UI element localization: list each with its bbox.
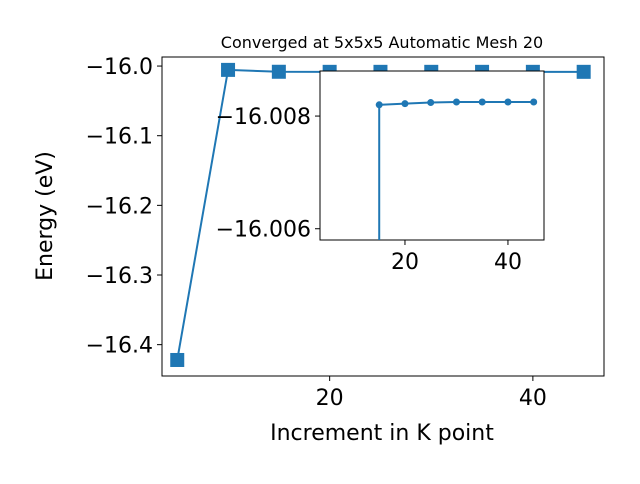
inset-data-point <box>504 98 512 106</box>
main-data-point <box>271 64 286 79</box>
inset-x-tick-label: 20 <box>391 250 419 275</box>
inset-data <box>378 100 534 240</box>
inset-frame <box>319 70 545 241</box>
main-data-point <box>221 62 236 77</box>
inset-group: 20 40 −16.008 −16.006 <box>216 70 545 275</box>
inset-data-point <box>478 98 486 106</box>
inset-y-tick-label: −16.008 <box>216 105 311 130</box>
x-axis-label: Increment in K point <box>270 421 494 446</box>
main-x-tick-label: 20 <box>316 386 344 411</box>
inset-data-point <box>427 99 435 107</box>
inset-series-line <box>378 100 534 240</box>
main-x-tick-label: 40 <box>519 386 547 411</box>
main-y-tick-label: −16.4 <box>86 334 153 359</box>
inset-data-point <box>401 100 409 108</box>
main-data-point <box>170 352 185 367</box>
inset-data-point <box>375 101 383 109</box>
inset-y-tick-label: −16.006 <box>216 218 311 243</box>
main-y-tick-label: −16.0 <box>86 55 153 80</box>
inset-data-point <box>452 98 460 106</box>
chart-title: Converged at 5x5x5 Automatic Mesh 20 <box>221 33 543 52</box>
inset-data-point <box>530 98 538 106</box>
main-data-point <box>576 64 591 79</box>
y-axis-label: Energy (eV) <box>33 151 58 281</box>
main-y-tick-label: −16.1 <box>86 125 153 150</box>
inset-x-tick-label: 40 <box>494 250 522 275</box>
main-y-tick-label: −16.2 <box>86 194 153 219</box>
main-y-tick-label: −16.3 <box>86 264 153 289</box>
